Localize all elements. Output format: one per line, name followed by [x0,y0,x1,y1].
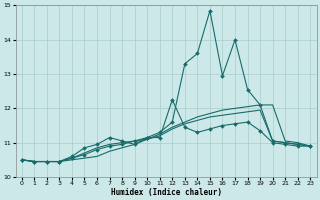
X-axis label: Humidex (Indice chaleur): Humidex (Indice chaleur) [110,188,221,197]
